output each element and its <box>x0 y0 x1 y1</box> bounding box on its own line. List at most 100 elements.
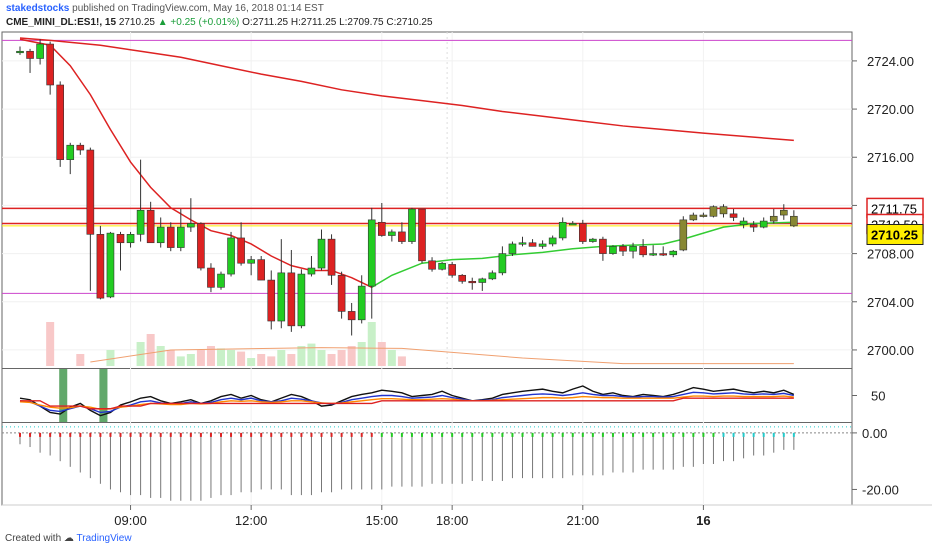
x-tick-label: 18:00 <box>436 513 469 528</box>
histogram-marker <box>179 432 182 437</box>
histogram-marker <box>300 432 303 437</box>
slow-ma-line <box>19 37 794 142</box>
histogram-marker <box>209 432 212 437</box>
histogram-marker <box>320 432 323 437</box>
histogram-marker <box>622 432 624 437</box>
histogram-marker <box>370 432 373 437</box>
candle-body <box>16 50 24 54</box>
histogram-marker <box>350 432 353 437</box>
candle-body <box>790 215 798 227</box>
histogram-marker <box>109 432 112 437</box>
histogram-marker <box>290 432 293 437</box>
candle-body <box>639 246 647 256</box>
candle-body <box>287 272 296 327</box>
candle-body <box>146 209 155 244</box>
oscillator-line <box>19 385 795 417</box>
histogram-marker <box>752 432 755 437</box>
histogram-marker <box>149 432 152 437</box>
volume-bar <box>367 322 376 366</box>
histogram-marker <box>129 432 132 437</box>
volume-ma-line <box>90 347 794 365</box>
candle-body <box>388 231 396 236</box>
candle-body <box>679 219 688 251</box>
x-tick-label: 21:00 <box>567 513 600 528</box>
ohlc-open: O:2711.25 <box>242 17 289 28</box>
histogram-marker <box>99 432 102 437</box>
candle-body <box>779 209 788 216</box>
volume-bar <box>46 322 55 366</box>
candle-body <box>247 259 255 264</box>
candle-body <box>207 267 215 288</box>
candle-body <box>518 242 527 245</box>
candle-body <box>116 234 125 244</box>
candle-body <box>96 234 105 299</box>
price-label-text: 2710.25 <box>871 227 918 242</box>
candle-body <box>719 206 728 215</box>
candle-body <box>377 221 386 236</box>
candle-body <box>237 237 245 264</box>
candle-body <box>609 246 617 254</box>
candle-body <box>56 84 65 160</box>
histogram-marker <box>340 432 343 437</box>
candle-body <box>337 274 346 312</box>
author-link[interactable]: stakedstocks <box>6 3 70 14</box>
footer-created-with: Created with <box>5 533 62 544</box>
volume-bar <box>237 351 246 366</box>
histogram-marker <box>682 432 685 437</box>
histogram-marker <box>89 432 92 437</box>
histogram-marker <box>742 432 745 437</box>
histogram-marker <box>119 432 122 437</box>
histogram-marker <box>692 432 695 437</box>
histogram-marker <box>431 432 434 437</box>
histogram-marker <box>762 432 765 437</box>
histogram-marker <box>451 432 454 437</box>
candle-body <box>227 237 235 275</box>
volume-bar <box>247 358 256 366</box>
candle-body <box>36 43 44 59</box>
histogram-marker <box>541 432 544 437</box>
histogram-marker <box>461 432 464 437</box>
candle-body <box>528 242 537 247</box>
candle-body <box>699 214 708 217</box>
histogram-marker <box>521 432 524 437</box>
y-tick-label: 2720.00 <box>867 102 914 117</box>
histogram-marker <box>642 432 645 437</box>
green-ma-line <box>371 221 794 288</box>
candle-body <box>619 246 627 252</box>
histogram-marker <box>611 432 614 437</box>
volume-bar <box>217 348 225 366</box>
candle-body <box>568 223 577 226</box>
candle-body <box>317 238 326 269</box>
volume-bar <box>377 342 386 366</box>
footer-brand[interactable]: TradingView <box>76 533 132 544</box>
histogram-marker <box>360 432 363 437</box>
histogram-marker <box>561 432 564 437</box>
histogram-marker <box>702 432 705 437</box>
candle-body <box>307 267 316 275</box>
candle-body <box>589 238 597 242</box>
candle-body <box>367 219 376 287</box>
oscillator-highlight <box>99 369 108 422</box>
candle-body <box>26 50 34 59</box>
volume-bar <box>327 354 336 366</box>
price-change: ▲ +0.25 (+0.01%) <box>157 17 240 28</box>
candle-body <box>759 220 768 228</box>
histogram-marker <box>501 432 504 437</box>
volume-bar <box>206 346 215 366</box>
volume-bar <box>397 356 406 366</box>
candle-body <box>297 273 306 327</box>
volume-bar <box>357 342 366 366</box>
candle-body <box>689 214 698 221</box>
histogram-marker <box>79 432 82 437</box>
volume-bar <box>287 354 296 366</box>
volume-bar <box>196 350 205 366</box>
histogram-marker <box>792 432 795 437</box>
candle-body <box>398 231 406 242</box>
y-tick-label: 50 <box>871 389 885 404</box>
ohlc-high: H:2711.25 <box>290 17 337 28</box>
histogram-marker <box>139 432 142 437</box>
histogram-marker <box>511 432 514 437</box>
histogram-marker <box>250 432 253 437</box>
symbol-name[interactable]: CME_MINI_DL:ES1!, 15 <box>6 17 117 28</box>
